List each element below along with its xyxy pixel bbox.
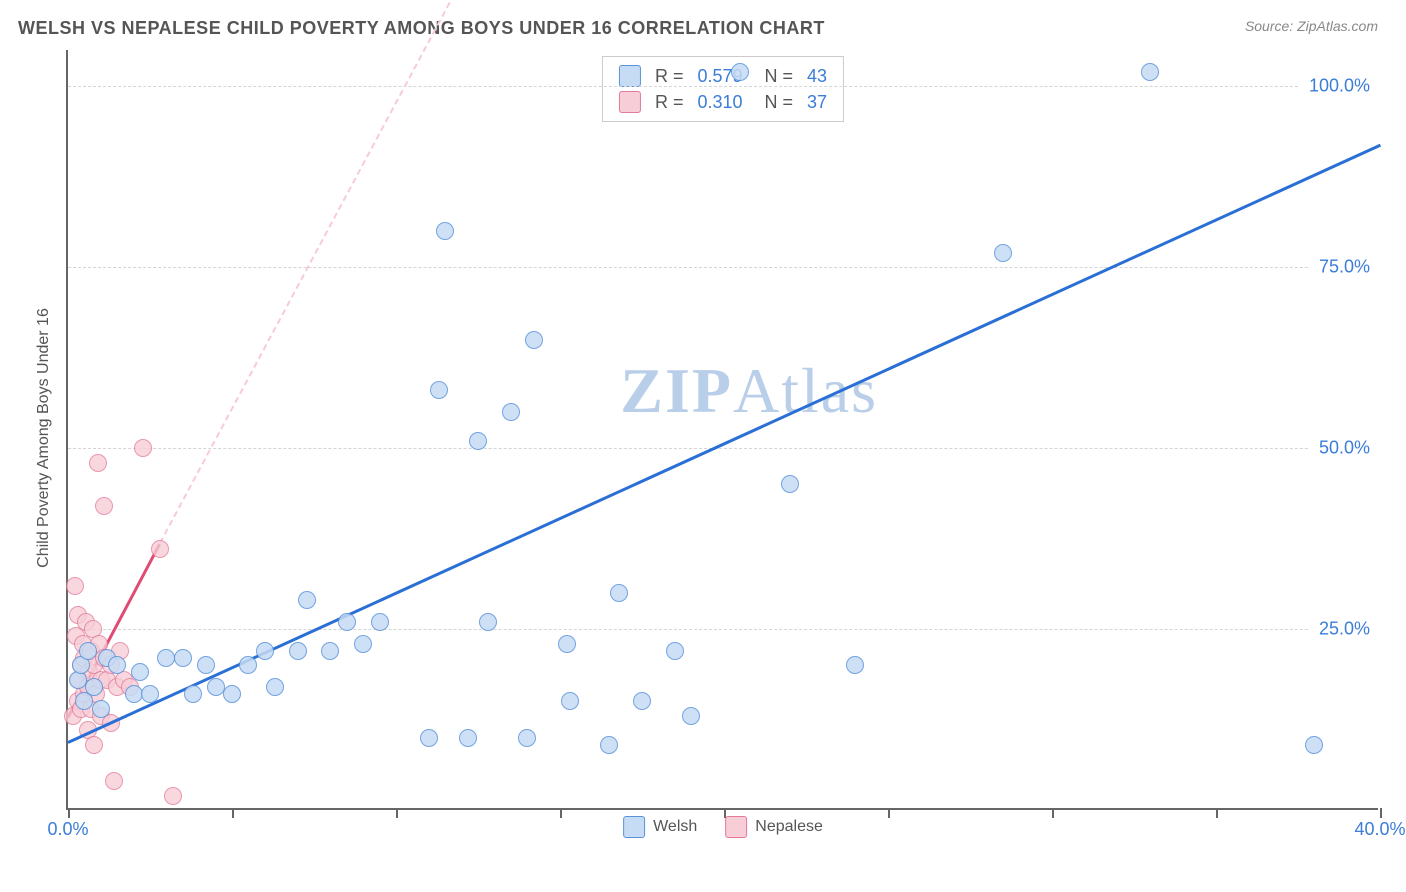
welsh-point: [184, 685, 202, 703]
welsh-point: [157, 649, 175, 667]
welsh-point: [479, 613, 497, 631]
series-legend: Welsh Nepalese: [605, 814, 841, 840]
welsh-point: [1141, 63, 1159, 81]
welsh-swatch-icon: [623, 816, 645, 838]
chart-header: WELSH VS NEPALESE CHILD POVERTY AMONG BO…: [0, 0, 1406, 39]
welsh-swatch-icon: [619, 65, 641, 87]
source-attribution: Source: ZipAtlas.com: [1245, 18, 1378, 34]
x-tick: [232, 808, 234, 818]
welsh-point: [558, 635, 576, 653]
welsh-point: [518, 729, 536, 747]
x-tick: [888, 808, 890, 818]
x-tick: [724, 808, 726, 818]
legend-item-nepalese: Nepalese: [725, 816, 823, 838]
gridline: [68, 267, 1378, 268]
welsh-point: [197, 656, 215, 674]
welsh-point: [781, 475, 799, 493]
welsh-point: [85, 678, 103, 696]
welsh-point: [459, 729, 477, 747]
welsh-point: [469, 432, 487, 450]
welsh-point: [994, 244, 1012, 262]
x-tick: [1052, 808, 1054, 818]
welsh-point: [354, 635, 372, 653]
welsh-point: [525, 331, 543, 349]
welsh-point: [289, 642, 307, 660]
x-tick: [560, 808, 562, 818]
y-axis-label: Child Poverty Among Boys Under 16: [35, 308, 53, 568]
x-tick: [396, 808, 398, 818]
welsh-point: [223, 685, 241, 703]
x-tick: [1380, 808, 1382, 818]
welsh-point: [420, 729, 438, 747]
nepalese-point: [66, 577, 84, 595]
correlation-box: R = 0.579 N = 43 R = 0.310 N = 37: [602, 56, 844, 122]
y-tick-label: 50.0%: [1309, 436, 1380, 461]
welsh-point: [502, 403, 520, 421]
welsh-point: [207, 678, 225, 696]
x-tick: [1216, 808, 1218, 818]
gridline: [68, 629, 1378, 630]
nepalese-point: [85, 736, 103, 754]
welsh-point: [371, 613, 389, 631]
x-tick-label: 0.0%: [47, 819, 88, 840]
welsh-point: [131, 663, 149, 681]
welsh-point: [108, 656, 126, 674]
welsh-point: [141, 685, 159, 703]
welsh-point: [666, 642, 684, 660]
welsh-point: [239, 656, 257, 674]
welsh-point: [633, 692, 651, 710]
corr-row-nepalese: R = 0.310 N = 37: [619, 89, 827, 115]
welsh-point: [298, 591, 316, 609]
nepalese-swatch-icon: [619, 91, 641, 113]
chart-title: WELSH VS NEPALESE CHILD POVERTY AMONG BO…: [18, 18, 825, 39]
y-tick-label: 75.0%: [1309, 255, 1380, 280]
welsh-point: [846, 656, 864, 674]
welsh-point: [79, 642, 97, 660]
nepalese-point: [105, 772, 123, 790]
nepalese-point: [134, 439, 152, 457]
welsh-point: [561, 692, 579, 710]
welsh-point: [174, 649, 192, 667]
chart-area: Child Poverty Among Boys Under 16 ZIPAtl…: [48, 50, 1378, 826]
legend-item-welsh: Welsh: [623, 816, 697, 838]
welsh-point: [436, 222, 454, 240]
trend-line-extrapolated: [159, 0, 479, 544]
y-tick-label: 100.0%: [1299, 74, 1380, 99]
welsh-point: [731, 63, 749, 81]
welsh-point: [430, 381, 448, 399]
corr-row-welsh: R = 0.579 N = 43: [619, 63, 827, 89]
welsh-point: [256, 642, 274, 660]
nepalese-point: [164, 787, 182, 805]
welsh-point: [1305, 736, 1323, 754]
welsh-point: [600, 736, 618, 754]
welsh-point: [682, 707, 700, 725]
gridline: [68, 448, 1378, 449]
welsh-point: [610, 584, 628, 602]
nepalese-point: [151, 540, 169, 558]
welsh-point: [266, 678, 284, 696]
nepalese-swatch-icon: [725, 816, 747, 838]
welsh-point: [321, 642, 339, 660]
gridline: [68, 86, 1378, 87]
welsh-point: [92, 700, 110, 718]
welsh-point: [338, 613, 356, 631]
x-tick: [68, 808, 70, 818]
x-tick-label: 40.0%: [1354, 819, 1405, 840]
y-tick-label: 25.0%: [1309, 617, 1380, 642]
scatter-plot: ZIPAtlas R = 0.579 N = 43 R = 0.310 N = …: [66, 50, 1378, 810]
nepalese-point: [89, 454, 107, 472]
welsh-point: [125, 685, 143, 703]
nepalese-point: [95, 497, 113, 515]
